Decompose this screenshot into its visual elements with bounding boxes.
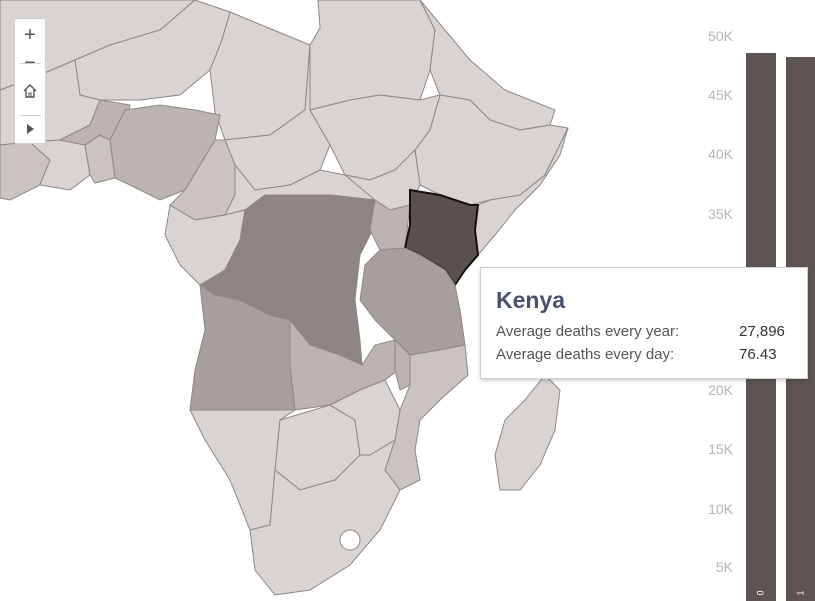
country-madagascar[interactable]: [494, 374, 561, 491]
tooltip-value-year: 27,896: [739, 323, 785, 340]
country-south-africa[interactable]: [249, 438, 401, 596]
zoom-out-button[interactable]: −: [15, 49, 45, 77]
country-malawi[interactable]: [394, 338, 411, 391]
zoom-in-button[interactable]: +: [15, 21, 45, 49]
tooltip-label-day: Average deaths every day:: [496, 346, 675, 363]
axis-tick-40k: 40K: [708, 146, 733, 162]
country-lesotho[interactable]: [339, 529, 361, 551]
tooltip-label-year: Average deaths every year:: [496, 323, 680, 340]
axis-tick-15k: 15K: [708, 441, 733, 457]
map-toolbar: + −: [14, 18, 46, 144]
toolbar-divider-2: [19, 115, 41, 116]
country-libya-region[interactable]: [309, 0, 436, 111]
tooltip-value-day: 76.43: [739, 346, 777, 363]
home-icon: [23, 84, 37, 98]
axis-tick-45k: 45K: [708, 87, 733, 103]
axis-tick-20k: 20K: [708, 382, 733, 398]
bar-label-0: 0: [755, 590, 766, 596]
axis-tick-50k: 50K: [708, 28, 733, 44]
tooltip-title: Kenya: [496, 287, 566, 313]
expand-toolbar-button[interactable]: [15, 115, 45, 143]
axis-tick-10k: 10K: [708, 501, 733, 517]
toolbar-divider: [19, 63, 41, 64]
axis-tick-35k: 35K: [708, 206, 733, 222]
plus-icon: +: [24, 23, 36, 46]
minus-icon: −: [24, 51, 36, 74]
country-tooltip: Kenya Average deaths every year: 27,896 …: [480, 267, 808, 379]
axis-tick-5k: 5K: [715, 559, 733, 575]
home-button[interactable]: [15, 77, 45, 105]
bar-label-1: 1: [795, 590, 806, 596]
play-icon: [27, 124, 34, 134]
